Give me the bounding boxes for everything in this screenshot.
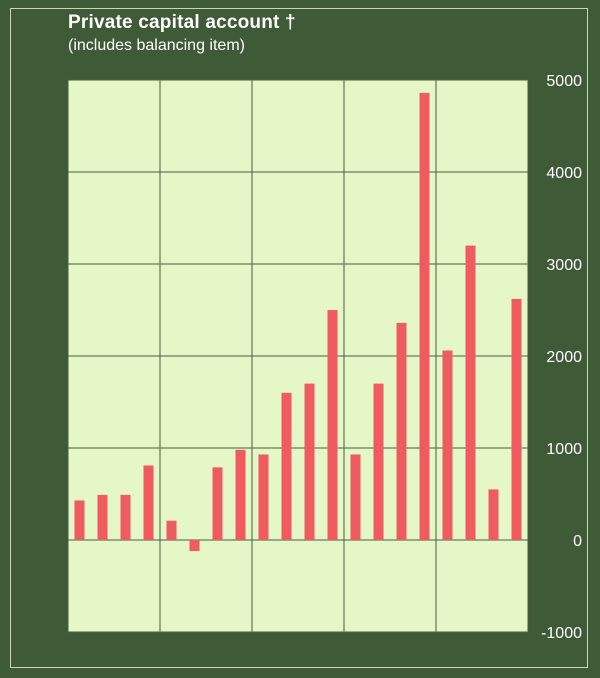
bar [511, 298, 522, 540]
y-tick-label: 1000 [546, 441, 582, 458]
y-tick-label: -1000 [541, 625, 582, 642]
bar [465, 245, 476, 540]
chart-title: Private capital account † [68, 12, 296, 33]
bar [281, 392, 292, 540]
bar [419, 92, 430, 540]
bar [442, 350, 453, 540]
y-tick-label: 0 [573, 533, 582, 550]
y-tick-label: 3000 [546, 257, 582, 274]
bar [120, 494, 131, 540]
bar [97, 494, 108, 540]
bar [189, 540, 200, 552]
y-tick-label: 4000 [546, 165, 582, 182]
chart-frame [10, 8, 588, 668]
bar [327, 310, 338, 540]
bar [212, 467, 223, 540]
bar [235, 449, 246, 540]
bar [166, 520, 177, 540]
bar [258, 454, 269, 540]
bar [143, 465, 154, 540]
bar [304, 383, 315, 540]
bar [373, 383, 384, 540]
y-tick-label: 2000 [546, 349, 582, 366]
bar [350, 454, 361, 540]
bar [74, 500, 85, 540]
y-tick-label: 5000 [546, 73, 582, 90]
bar [396, 322, 407, 540]
bar [488, 489, 499, 540]
chart-subtitle: (includes balancing item) [68, 37, 245, 54]
